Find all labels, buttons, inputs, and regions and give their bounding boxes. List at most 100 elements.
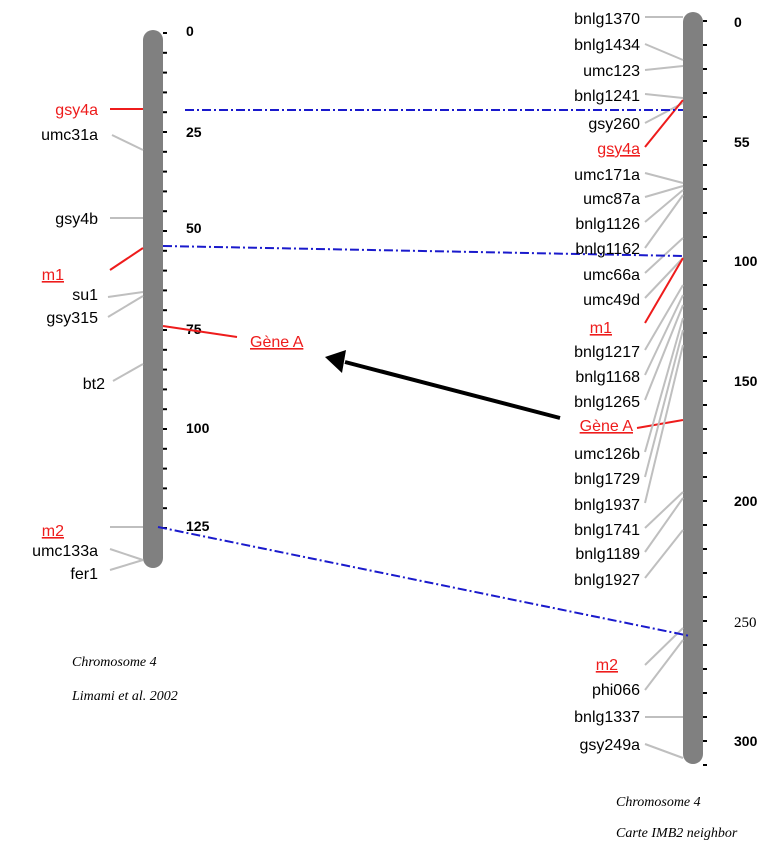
marker-label: bnlg1337	[574, 709, 640, 726]
right-axis-ticks	[703, 20, 707, 766]
connector-line	[644, 329, 684, 478]
right-tick-label: 0	[734, 14, 742, 30]
left-tick-label: 125	[186, 518, 210, 534]
arrow-shaft	[344, 360, 561, 420]
right-tick-label: 200	[734, 493, 758, 509]
left-chromosome-bar	[143, 30, 163, 568]
right-tick-label: 150	[734, 373, 758, 389]
marker-label: bnlg1937	[574, 497, 640, 514]
marker-label: gsy4a	[597, 141, 640, 158]
marker-label: m1	[590, 320, 612, 337]
gene-a-connector	[162, 325, 238, 338]
marker-label: phi066	[592, 682, 640, 699]
marker-label: umc126b	[574, 446, 640, 463]
marker-label: umc133a	[32, 543, 98, 560]
connector-line	[644, 257, 684, 299]
marker-label: bnlg1729	[574, 471, 640, 488]
connector-line	[644, 189, 684, 223]
gene-a-arrow	[325, 350, 561, 420]
left-tick-label: 75	[186, 321, 202, 337]
left-marker-labels: gsy4a umc31a gsy4b m1 su1 gsy315 bt2 m2 …	[32, 102, 105, 583]
connector-line	[644, 317, 684, 453]
connector-line	[644, 194, 684, 249]
left-tick-label: 100	[186, 420, 210, 436]
connector-line	[644, 743, 684, 759]
marker-label: gsy249a	[580, 737, 641, 754]
left-caption-source: Limami et al. 2002	[71, 689, 178, 704]
marker-label: bnlg1370	[574, 11, 640, 28]
marker-label: m2	[42, 523, 64, 540]
marker-label: bnlg1265	[574, 394, 640, 411]
connector-line	[644, 294, 684, 376]
right-tick-label: 300	[734, 733, 758, 749]
marker-label: bnlg1241	[574, 88, 640, 105]
marker-label: m1	[42, 267, 64, 284]
marker-label: bnlg1741	[574, 522, 640, 539]
correspondence-links	[157, 109, 691, 637]
marker-label: umc87a	[583, 191, 640, 208]
connector-line	[644, 185, 684, 198]
connector-line	[644, 529, 684, 579]
marker-label: umc49d	[583, 292, 640, 309]
marker-label: umc171a	[574, 167, 640, 184]
marker-label: su1	[72, 287, 98, 304]
right-connectors	[636, 16, 684, 759]
right-chromosome-bar	[683, 12, 703, 764]
right-tick-label: 55	[734, 134, 750, 150]
marker-label: umc66a	[583, 267, 640, 284]
connector-line	[636, 419, 684, 429]
marker-label: umc123	[583, 63, 640, 80]
marker-label: bnlg1162	[575, 241, 640, 258]
left-tick-label: 50	[186, 220, 202, 236]
marker-label: gsy4a	[55, 102, 98, 119]
left-caption-title: Chromosome 4	[72, 655, 157, 670]
marker-label: bnlg1434	[574, 37, 640, 54]
marker-label: bnlg1126	[575, 216, 640, 233]
connector-line	[644, 344, 684, 504]
right-tick-label: 100	[734, 253, 758, 269]
m2-link	[157, 526, 691, 637]
left-axis-ticks	[163, 32, 167, 529]
arrow-head-icon	[325, 350, 346, 373]
connector-line	[644, 491, 684, 529]
right-tick-label: 250	[734, 615, 757, 631]
right-marker-labels: bnlg1370 bnlg1434 umc123 bnlg1241 gsy260…	[574, 11, 640, 754]
connector-line	[644, 284, 684, 351]
marker-label: umc31a	[41, 127, 98, 144]
connector-line	[644, 43, 684, 61]
marker-label: bnlg1168	[575, 369, 640, 386]
connector-line	[644, 65, 684, 71]
connector-line	[644, 497, 684, 553]
left-tick-label: 0	[186, 23, 194, 39]
right-caption-title: Chromosome 4	[616, 795, 701, 810]
gene-a-label: Gène A	[250, 334, 304, 351]
left-axis-labels: 0 25 50 75 100 125	[186, 23, 210, 534]
connector-line	[109, 559, 144, 571]
marker-label: bnlg1927	[574, 572, 640, 589]
marker-label: bnlg1189	[575, 546, 640, 563]
connector-line	[644, 257, 684, 324]
right-axis-labels: 0 55 100 150 200 250 300	[734, 14, 758, 749]
connector-line	[644, 639, 684, 691]
connector-line	[644, 99, 684, 148]
marker-label: gsy315	[46, 310, 98, 327]
connector-line	[111, 134, 144, 151]
connector-line	[109, 548, 144, 561]
connector-line	[109, 247, 144, 271]
marker-label: gsy260	[588, 116, 640, 133]
connector-line	[644, 172, 684, 184]
marker-label: m2	[596, 657, 618, 674]
marker-label: bt2	[83, 376, 105, 393]
left-connectors	[107, 108, 238, 571]
marker-label: gsy4b	[55, 211, 98, 228]
connector-line	[644, 304, 684, 401]
connector-line	[107, 295, 144, 318]
marker-label: fer1	[70, 566, 98, 583]
connector-line	[644, 93, 684, 99]
left-tick-label: 25	[186, 124, 202, 140]
connector-line	[107, 291, 144, 298]
marker-label: bnlg1217	[574, 344, 640, 361]
connector-line	[112, 363, 144, 382]
right-caption-source: Carte IMB2 neighbor	[616, 826, 738, 841]
